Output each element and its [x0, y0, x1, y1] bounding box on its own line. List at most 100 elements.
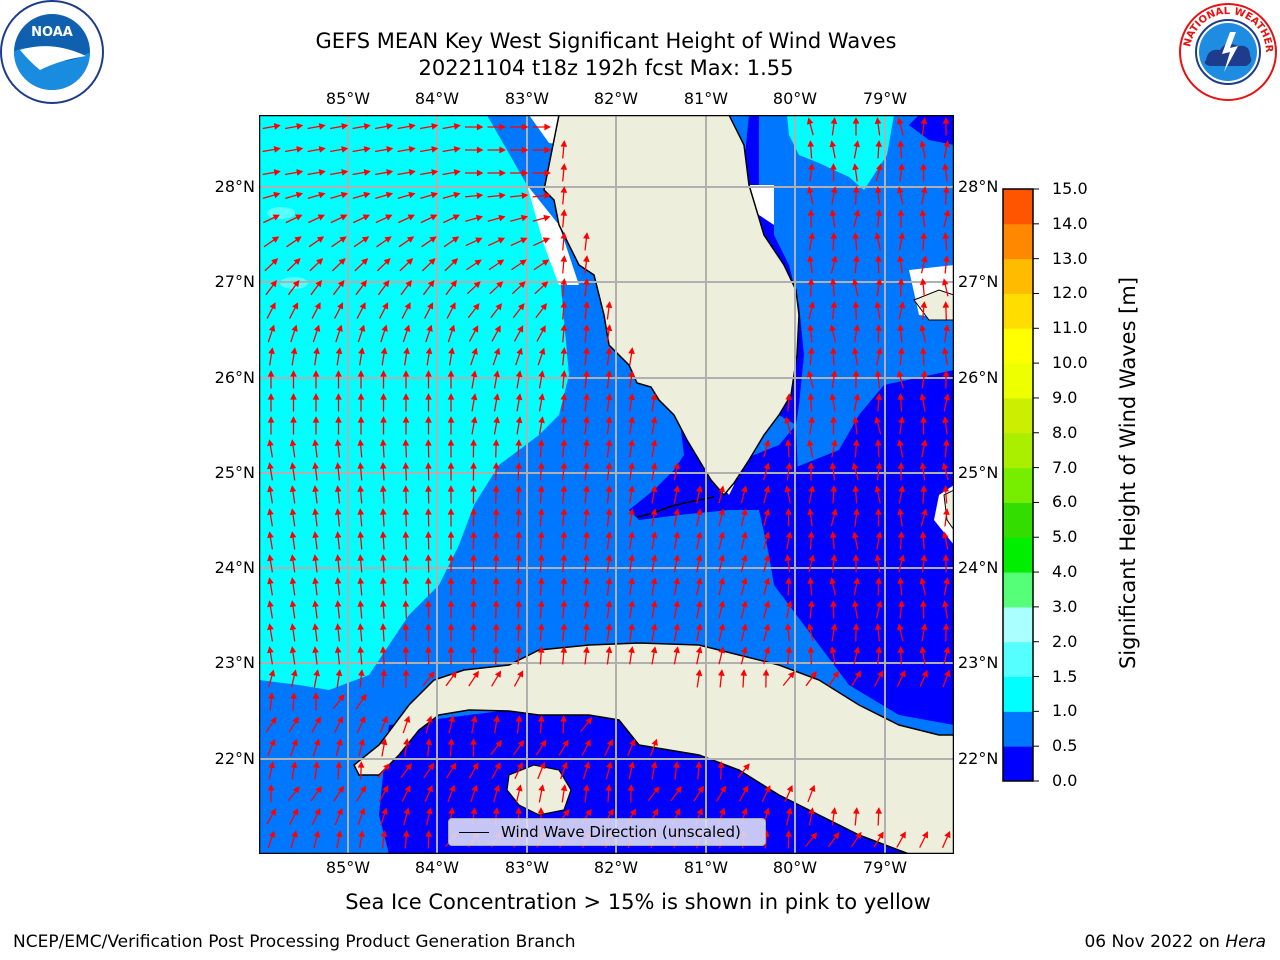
wave-direction-arrow	[379, 554, 387, 573]
wave-direction-arrow	[470, 623, 477, 642]
wave-direction-arrow	[560, 393, 568, 412]
wave-direction-arrow	[605, 301, 613, 320]
wave-direction-arrow	[289, 302, 299, 319]
wave-direction-arrow	[402, 462, 410, 481]
colorbar-swatch	[1003, 572, 1033, 608]
wave-direction-arrow	[830, 600, 837, 619]
wave-direction-arrow	[942, 439, 950, 458]
wave-direction-arrow	[875, 462, 883, 481]
wave-direction-arrow	[875, 508, 882, 527]
wave-direction-arrow	[920, 370, 928, 389]
wave-direction-arrow	[289, 531, 297, 550]
wave-direction-arrow	[852, 347, 859, 366]
wave-direction-arrow	[853, 209, 861, 228]
wave-direction-arrow	[289, 462, 297, 481]
wave-direction-arrow	[718, 600, 726, 619]
wave-direction-arrow	[673, 623, 680, 642]
wave-direction-arrow	[785, 508, 792, 527]
wave-direction-arrow	[335, 370, 342, 389]
wave-direction-arrow	[628, 623, 635, 642]
wave-direction-arrow	[673, 485, 680, 504]
wave-direction-arrow	[287, 280, 300, 296]
wave-direction-arrow	[875, 347, 883, 366]
wave-direction-arrow	[628, 508, 635, 527]
wave-direction-arrow	[560, 324, 568, 343]
wave-direction-arrow	[853, 140, 860, 159]
wave-direction-arrow	[334, 439, 342, 458]
lon-label-bottom: 85°W	[325, 858, 371, 877]
wave-direction-arrow	[447, 439, 455, 458]
wave-direction-arrow	[420, 123, 439, 130]
wave-direction-arrow	[605, 508, 613, 527]
wave-direction-arrow	[807, 462, 815, 481]
wave-direction-arrow	[695, 554, 703, 573]
wave-direction-arrow	[941, 462, 949, 481]
wave-direction-arrow	[267, 324, 276, 343]
wave-direction-arrow	[263, 214, 280, 224]
wave-direction-arrow	[650, 439, 658, 458]
wave-direction-arrow	[334, 531, 342, 550]
lon-label-top: 83°W	[504, 89, 550, 108]
wave-direction-arrow	[267, 738, 276, 757]
wave-direction-arrow	[875, 646, 883, 665]
wave-direction-arrow	[897, 508, 904, 527]
wave-direction-arrow	[470, 600, 477, 619]
wave-direction-arrow	[673, 761, 680, 780]
wave-direction-arrow	[920, 623, 928, 642]
wave-direction-arrow	[763, 623, 771, 642]
wave-direction-arrow	[286, 258, 301, 272]
wave-direction-arrow	[850, 831, 862, 848]
wave-direction-arrow	[560, 370, 568, 389]
wave-direction-arrow	[492, 554, 500, 573]
wave-direction-arrow	[851, 462, 859, 481]
lat-label-right: 25°N	[958, 463, 999, 482]
wave-direction-arrow	[493, 416, 500, 435]
wave-direction-arrow	[784, 554, 792, 573]
wave-direction-arrow	[919, 324, 927, 343]
wave-direction-arrow	[852, 163, 859, 182]
wave-direction-arrow	[357, 508, 365, 527]
wave-direction-arrow	[919, 209, 927, 228]
wave-direction-arrow	[784, 485, 792, 504]
wave-direction-arrow	[425, 462, 432, 481]
wave-direction-arrow	[445, 670, 457, 687]
wave-direction-arrow	[425, 738, 433, 757]
wave-direction-arrow	[920, 416, 927, 435]
wave-direction-arrow	[763, 646, 771, 665]
wave-direction-arrow	[919, 577, 927, 596]
wave-direction-arrow	[289, 738, 298, 757]
wave-direction-arrow	[424, 302, 434, 319]
wave-direction-arrow	[718, 669, 725, 688]
wave-direction-arrow	[853, 393, 860, 412]
wave-direction-arrow	[852, 439, 860, 458]
wave-direction-arrow	[262, 169, 281, 176]
wave-direction-arrow	[806, 117, 814, 136]
wave-direction-arrow	[942, 669, 951, 688]
wave-direction-arrow	[560, 416, 568, 435]
wave-direction-arrow	[898, 485, 905, 504]
wave-direction-arrow	[897, 577, 905, 596]
wave-direction-arrow	[492, 462, 500, 481]
wave-direction-arrow	[470, 554, 477, 573]
wave-direction-arrow	[313, 669, 320, 688]
wave-direction-arrow	[829, 577, 837, 596]
wave-direction-arrow	[447, 531, 455, 550]
wave-direction-arrow	[448, 347, 455, 366]
wave-direction-arrow	[466, 259, 482, 271]
colorbar-tick-label: 15.0	[1052, 179, 1088, 198]
colorbar-tick-label: 5.0	[1052, 527, 1078, 547]
wave-direction-arrow	[447, 646, 455, 665]
wave-direction-arrow	[402, 393, 410, 412]
lon-label-bottom: 84°W	[414, 858, 460, 877]
wave-direction-arrow	[830, 439, 838, 458]
wave-direction-arrow	[377, 763, 390, 778]
footer-credit: NCEP/EMC/Verification Post Processing Pr…	[13, 932, 576, 952]
wave-direction-arrow	[943, 209, 951, 228]
wave-direction-arrow	[897, 140, 905, 159]
wave-direction-arrow	[289, 600, 297, 619]
wave-direction-arrow	[357, 462, 365, 481]
wave-direction-arrow	[829, 462, 837, 481]
wave-direction-arrow	[897, 324, 904, 343]
wave-direction-arrow	[400, 280, 412, 296]
wave-direction-arrow	[605, 623, 613, 642]
